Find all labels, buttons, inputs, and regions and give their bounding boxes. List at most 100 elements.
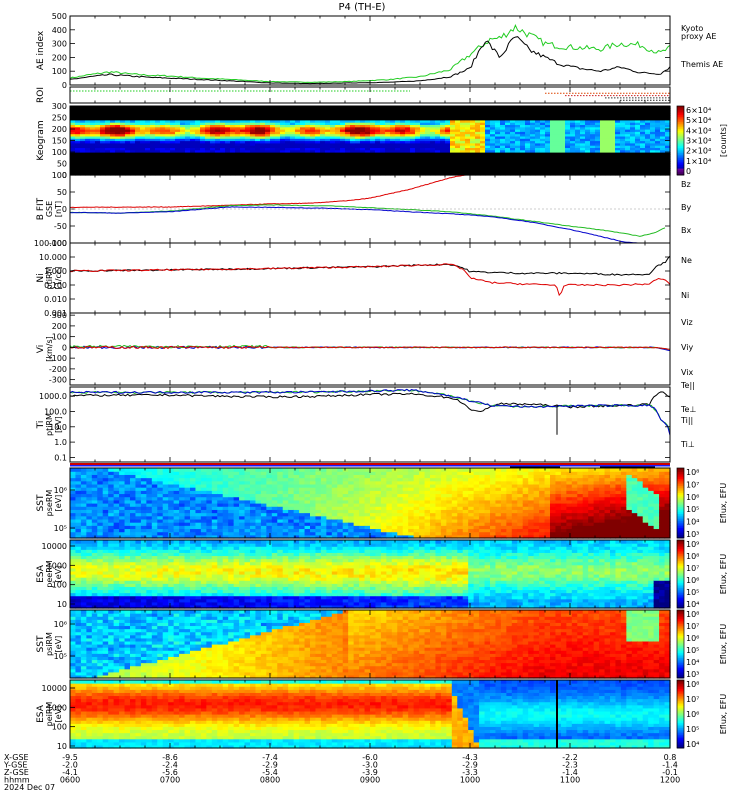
spectrogram-cell: [275, 170, 281, 174]
spectrogram-cell: [235, 154, 241, 158]
spectrogram-cell: [230, 154, 236, 158]
spectrogram-cell: [348, 468, 355, 472]
spectrogram-cell: [440, 112, 446, 116]
colorbar-cell: [677, 166, 684, 169]
spectrogram-cell: [525, 145, 531, 148]
spectrogram-cell: [505, 110, 511, 114]
spectrogram-cell: [275, 156, 281, 160]
spectrogram-cell: [360, 124, 366, 128]
spectrogram-cell: [480, 129, 486, 132]
spectrogram-cell: [215, 133, 221, 137]
spectrogram-cell: [490, 170, 496, 174]
spectrogram-cell: [390, 135, 396, 139]
spectrogram-cell: [595, 147, 601, 151]
spectrogram-cell: [570, 140, 576, 144]
spectrogram-cell: [550, 165, 556, 169]
spectrogram-cell: [150, 140, 156, 144]
colorbar-cell: [677, 159, 684, 162]
spectrogram-cell: [380, 145, 386, 148]
spectrogram-cell: [425, 142, 431, 146]
spectrogram-cell: [590, 122, 596, 125]
spectrogram-cell: [100, 126, 106, 130]
spectrogram-cell: [445, 154, 451, 158]
spectrogram-cell: [165, 115, 171, 119]
spectrogram-cell: [395, 126, 401, 130]
spectrogram-cell: [119, 496, 126, 501]
spectrogram-cell: [535, 110, 541, 114]
spectrogram-cell: [170, 112, 176, 116]
spectrogram-cell: [565, 142, 571, 146]
spectrogram-cell: [120, 140, 126, 144]
spectrogram-cell: [535, 163, 541, 167]
spectrogram-cell: [195, 135, 201, 139]
spectrogram-cell: [140, 168, 146, 171]
spectrogram-cell: [455, 108, 461, 112]
spectrogram-cell: [655, 115, 661, 119]
spectrogram-cell: [640, 156, 646, 160]
spectrogram-cell: [277, 468, 284, 472]
spectrogram-cell: [625, 145, 631, 148]
spectrogram-cell: [450, 158, 456, 162]
spectrogram-cell: [295, 163, 301, 167]
spectrogram-cell: [345, 142, 351, 146]
spectrogram-cell: [580, 149, 586, 153]
spectrogram-cell: [390, 154, 396, 158]
spectrogram-cell: [90, 170, 96, 174]
spectrogram-cell: [590, 108, 596, 112]
spectrogram-cell: [350, 124, 356, 128]
spectrogram-cell: [170, 154, 176, 158]
spectrogram-cell: [80, 480, 87, 485]
spectrogram-cell: [310, 135, 316, 139]
spectrogram-cell: [330, 131, 336, 135]
spectrogram-cell: [230, 161, 236, 165]
spectrogram-cell: [660, 158, 666, 162]
spectrogram-cell: [210, 168, 216, 171]
spectrogram-cell: [395, 156, 401, 160]
spectrogram-cell: [540, 154, 546, 158]
spectrogram-cell: [86, 483, 93, 488]
spectrogram-cell: [305, 156, 311, 160]
spectrogram-cell: [535, 161, 541, 165]
spectrogram-cell: [510, 122, 516, 125]
spectrogram-cell: [240, 122, 246, 125]
spectrogram-cell: [655, 126, 661, 130]
spectrogram-cell: [595, 106, 601, 109]
spectrogram-cell: [600, 119, 606, 123]
spectrogram-cell: [230, 156, 236, 160]
spectrogram-cell: [660, 115, 666, 119]
spectrogram-cell: [215, 152, 221, 155]
spectrogram-cell: [200, 147, 206, 151]
spectrogram-cell: [595, 119, 601, 123]
spectrogram-cell: [615, 108, 621, 112]
spectrogram-cell: [530, 163, 536, 167]
spectrogram-cell: [135, 152, 141, 155]
spectrogram-cell: [125, 152, 131, 155]
spectrogram-cell: [480, 110, 486, 114]
spectrogram-cell: [80, 477, 87, 482]
spectrogram-cell: [525, 152, 531, 155]
spectrogram-cell: [335, 149, 341, 153]
spectrogram-cell: [110, 142, 116, 146]
spectrogram-cell: [635, 122, 641, 125]
spectrogram-cell: [430, 149, 436, 153]
spectrogram-cell: [250, 168, 256, 171]
spectrogram-cell: [310, 161, 316, 165]
spectrogram-cell: [365, 156, 371, 160]
spectrogram-cell: [245, 112, 251, 116]
spectrogram-cell: [285, 152, 291, 155]
spectrogram-cell: [530, 112, 536, 116]
spectrogram-cell: [385, 115, 391, 119]
spectrogram-cell: [100, 156, 106, 160]
spectrogram-cell: [630, 170, 636, 174]
spectrogram-cell: [215, 147, 221, 151]
spectrogram-cell: [395, 131, 401, 135]
spectrogram-cell: [330, 149, 336, 153]
spectrogram-cell: [260, 110, 266, 114]
spectrogram-cell: [80, 140, 86, 144]
spectrogram-cell: [535, 117, 541, 121]
spectrogram-cell: [265, 142, 271, 146]
spectrogram-cell: [155, 106, 161, 109]
spectrogram-cell: [495, 170, 501, 174]
spectrogram-cell: [300, 119, 306, 123]
spectrogram-cell: [102, 480, 109, 485]
